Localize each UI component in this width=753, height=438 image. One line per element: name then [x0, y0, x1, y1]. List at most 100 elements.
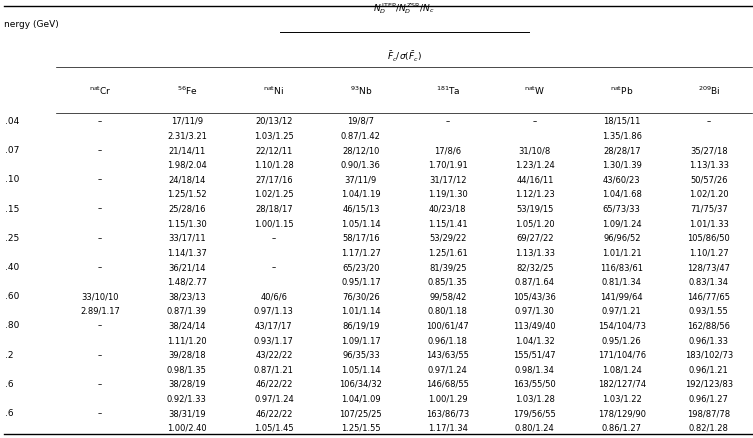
- Text: 1.03/1.22: 1.03/1.22: [602, 394, 642, 403]
- Text: –: –: [98, 175, 102, 184]
- Text: 86/19/19: 86/19/19: [342, 321, 380, 330]
- Text: 0.95/1.26: 0.95/1.26: [602, 335, 642, 344]
- Text: 146/68/55: 146/68/55: [426, 379, 469, 388]
- Text: 17/8/6: 17/8/6: [434, 146, 462, 155]
- Text: 1.09/1.17: 1.09/1.17: [341, 335, 381, 344]
- Text: 0.97/1.13: 0.97/1.13: [254, 306, 294, 315]
- Text: 0.96/1.21: 0.96/1.21: [689, 364, 729, 374]
- Text: 128/73/47: 128/73/47: [687, 262, 730, 272]
- Text: .6: .6: [5, 379, 14, 388]
- Text: 171/104/76: 171/104/76: [598, 350, 646, 359]
- Text: 99/58/42: 99/58/42: [429, 292, 467, 300]
- Text: –: –: [98, 117, 102, 126]
- Text: 0.96/1.33: 0.96/1.33: [689, 335, 729, 344]
- Text: –: –: [446, 117, 450, 126]
- Text: 1.11/1.20: 1.11/1.20: [167, 335, 207, 344]
- Text: 1.13/1.33: 1.13/1.33: [689, 160, 729, 170]
- Text: 0.96/1.27: 0.96/1.27: [689, 394, 729, 403]
- Text: 146/77/65: 146/77/65: [687, 292, 730, 300]
- Text: 1.17/1.34: 1.17/1.34: [428, 423, 468, 432]
- Text: $^{\rm nat}$W: $^{\rm nat}$W: [524, 85, 545, 97]
- Text: 38/28/19: 38/28/19: [168, 379, 206, 388]
- Text: 0.93/1.17: 0.93/1.17: [254, 335, 294, 344]
- Text: 17/11/9: 17/11/9: [171, 117, 203, 126]
- Text: 65/23/20: 65/23/20: [342, 262, 380, 272]
- Text: 0.83/1.34: 0.83/1.34: [689, 277, 729, 286]
- Text: 0.87/1.64: 0.87/1.64: [515, 277, 555, 286]
- Text: 198/87/78: 198/87/78: [687, 408, 730, 417]
- Text: –: –: [98, 204, 102, 213]
- Text: 1.25/1.52: 1.25/1.52: [167, 190, 207, 198]
- Text: 28/28/17: 28/28/17: [603, 146, 641, 155]
- Text: $\bar{F}_c/\sigma(\bar{F}_c)$: $\bar{F}_c/\sigma(\bar{F}_c)$: [387, 50, 422, 64]
- Text: 50/57/26: 50/57/26: [690, 175, 727, 184]
- Text: 43/60/23: 43/60/23: [603, 175, 641, 184]
- Text: 71/75/37: 71/75/37: [690, 204, 727, 213]
- Text: 0.87/1.39: 0.87/1.39: [167, 306, 207, 315]
- Text: 0.87/1.21: 0.87/1.21: [254, 364, 294, 374]
- Text: 0.93/1.55: 0.93/1.55: [689, 306, 729, 315]
- Text: 1.02/1.25: 1.02/1.25: [254, 190, 294, 198]
- Text: .2: .2: [5, 350, 14, 359]
- Text: 76/30/26: 76/30/26: [342, 292, 380, 300]
- Text: 22/12/11: 22/12/11: [255, 146, 292, 155]
- Text: 18/15/11: 18/15/11: [603, 117, 641, 126]
- Text: $^{209}$Bi: $^{209}$Bi: [697, 85, 720, 97]
- Text: 107/25/25: 107/25/25: [340, 408, 383, 417]
- Text: 1.98/2.04: 1.98/2.04: [167, 160, 207, 170]
- Text: 105/43/36: 105/43/36: [514, 292, 556, 300]
- Text: 25/28/16: 25/28/16: [168, 204, 206, 213]
- Text: 1.00/1.15: 1.00/1.15: [254, 219, 294, 228]
- Text: 0.97/1.24: 0.97/1.24: [254, 394, 294, 403]
- Text: 38/31/19: 38/31/19: [168, 408, 206, 417]
- Text: 141/99/64: 141/99/64: [600, 292, 643, 300]
- Text: 2.89/1.17: 2.89/1.17: [80, 306, 120, 315]
- Text: 0.80/1.18: 0.80/1.18: [428, 306, 468, 315]
- Text: $N_D^{\,\rm ITEP}/N_D^{\,\rm ZSR}/N_c$: $N_D^{\,\rm ITEP}/N_D^{\,\rm ZSR}/N_c$: [373, 1, 435, 16]
- Text: –: –: [98, 321, 102, 330]
- Text: 113/49/40: 113/49/40: [514, 321, 556, 330]
- Text: 0.80/1.24: 0.80/1.24: [515, 423, 555, 432]
- Text: 43/17/17: 43/17/17: [255, 321, 293, 330]
- Text: 38/24/14: 38/24/14: [168, 321, 206, 330]
- Text: .80: .80: [5, 321, 20, 330]
- Text: 1.01/1.21: 1.01/1.21: [602, 248, 642, 257]
- Text: 96/35/33: 96/35/33: [342, 350, 380, 359]
- Text: .15: .15: [5, 204, 20, 213]
- Text: 1.25/1.55: 1.25/1.55: [341, 423, 381, 432]
- Text: 33/10/10: 33/10/10: [81, 292, 119, 300]
- Text: 53/19/15: 53/19/15: [516, 204, 553, 213]
- Text: 162/88/56: 162/88/56: [687, 321, 730, 330]
- Text: 2.31/3.21: 2.31/3.21: [167, 131, 207, 140]
- Text: –: –: [98, 233, 102, 242]
- Text: 1.04/1.19: 1.04/1.19: [341, 190, 381, 198]
- Text: 1.03/1.28: 1.03/1.28: [515, 394, 555, 403]
- Text: 1.15/1.41: 1.15/1.41: [428, 219, 468, 228]
- Text: 96/96/52: 96/96/52: [603, 233, 641, 242]
- Text: 40/6/6: 40/6/6: [261, 292, 288, 300]
- Text: 0.92/1.33: 0.92/1.33: [167, 394, 207, 403]
- Text: 0.81/1.34: 0.81/1.34: [602, 277, 642, 286]
- Text: 35/27/18: 35/27/18: [690, 146, 727, 155]
- Text: 1.04/1.32: 1.04/1.32: [515, 335, 555, 344]
- Text: 82/32/25: 82/32/25: [516, 262, 553, 272]
- Text: 28/12/10: 28/12/10: [342, 146, 380, 155]
- Text: 0.98/1.35: 0.98/1.35: [167, 364, 207, 374]
- Text: 1.15/1.30: 1.15/1.30: [167, 219, 207, 228]
- Text: 192/123/83: 192/123/83: [684, 379, 733, 388]
- Text: 154/104/73: 154/104/73: [598, 321, 646, 330]
- Text: 1.70/1.91: 1.70/1.91: [428, 160, 468, 170]
- Text: .40: .40: [5, 262, 20, 272]
- Text: –: –: [98, 379, 102, 388]
- Text: 20/13/12: 20/13/12: [255, 117, 293, 126]
- Text: 1.35/1.86: 1.35/1.86: [602, 131, 642, 140]
- Text: 1.08/1.24: 1.08/1.24: [602, 364, 642, 374]
- Text: 1.05/1.45: 1.05/1.45: [254, 423, 294, 432]
- Text: 40/23/18: 40/23/18: [429, 204, 467, 213]
- Text: 163/55/50: 163/55/50: [514, 379, 556, 388]
- Text: 182/127/74: 182/127/74: [598, 379, 646, 388]
- Text: $^{56}$Fe: $^{56}$Fe: [177, 85, 197, 97]
- Text: 65/73/33: 65/73/33: [603, 204, 641, 213]
- Text: 58/17/16: 58/17/16: [342, 233, 380, 242]
- Text: 0.90/1.36: 0.90/1.36: [341, 160, 381, 170]
